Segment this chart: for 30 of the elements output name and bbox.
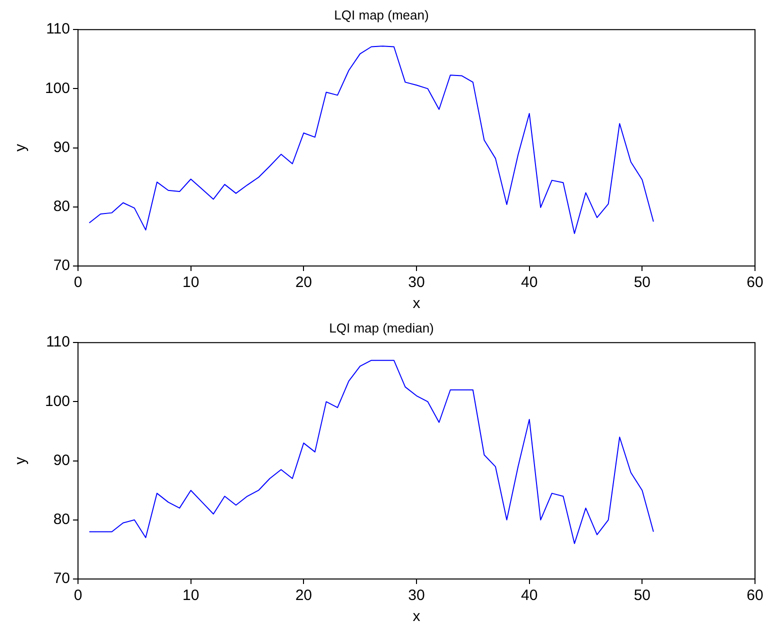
y-axis-title: y: [12, 456, 30, 465]
x-tick-label: 30: [408, 587, 425, 604]
y-tick-label: 80: [53, 511, 70, 528]
x-tick-label: 40: [520, 587, 538, 604]
y-axis-title: y: [12, 144, 30, 152]
x-tick-label: 50: [634, 587, 651, 604]
x-tick-label: 10: [182, 587, 200, 604]
x-tick-label: 0: [74, 587, 82, 604]
y-tick-label: 110: [46, 334, 70, 351]
y-tick-label: 110: [46, 20, 70, 38]
y-tick-label: 80: [53, 198, 70, 216]
chart-title: LQI map (median): [329, 320, 434, 336]
y-tick-label: 90: [53, 138, 70, 156]
x-axis-title: x: [412, 295, 421, 312]
x-tick-label: 60: [746, 587, 764, 604]
x-tick-label: 40: [520, 274, 538, 292]
y-tick-label: 90: [53, 452, 70, 469]
x-tick-label: 30: [408, 274, 425, 292]
x-axis-title: x: [412, 608, 421, 626]
y-tick-label: 70: [53, 257, 70, 274]
x-tick-label: 0: [74, 274, 82, 292]
x-tick-label: 20: [295, 274, 312, 292]
x-tick-label: 20: [295, 587, 312, 604]
x-tick-label: 10: [182, 274, 200, 292]
x-tick-label: 60: [746, 274, 764, 292]
x-tick-label: 50: [634, 274, 651, 292]
y-tick-label: 100: [44, 392, 70, 410]
y-tick-label: 70: [53, 570, 70, 588]
y-tick-label: 100: [44, 80, 70, 97]
chart-title: LQI map (mean): [334, 7, 429, 22]
